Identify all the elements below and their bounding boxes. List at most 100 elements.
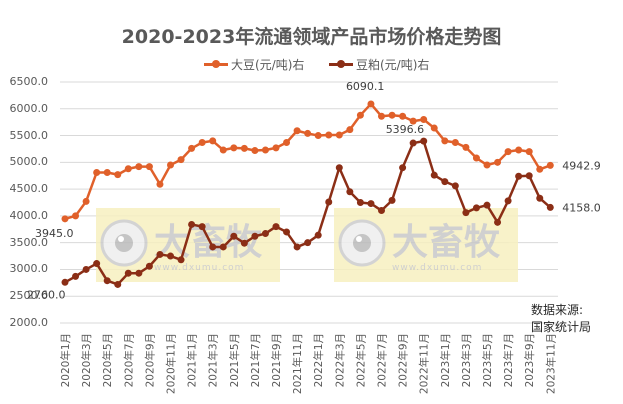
data-point[interactable]: [367, 200, 375, 208]
data-point[interactable]: [72, 272, 80, 280]
data-point[interactable]: [504, 148, 512, 156]
data-point[interactable]: [441, 137, 449, 145]
data-point[interactable]: [293, 127, 301, 135]
data-point[interactable]: [304, 129, 312, 137]
data-point[interactable]: [135, 163, 143, 171]
data-point[interactable]: [230, 144, 238, 152]
data-point[interactable]: [283, 139, 291, 147]
data-point[interactable]: [472, 154, 480, 162]
data-point[interactable]: [409, 139, 417, 147]
data-point[interactable]: [261, 146, 269, 154]
data-point[interactable]: [198, 139, 206, 147]
legend-item-soybean[interactable]: 大豆(元/吨)右: [204, 56, 304, 73]
data-point[interactable]: [156, 250, 164, 258]
data-point[interactable]: [114, 171, 122, 179]
data-point[interactable]: [420, 115, 428, 123]
data-point[interactable]: [261, 230, 269, 238]
data-point[interactable]: [304, 239, 312, 247]
data-point[interactable]: [430, 171, 438, 179]
data-point[interactable]: [209, 137, 217, 145]
data-point[interactable]: [145, 262, 153, 270]
data-point[interactable]: [272, 144, 280, 152]
data-point[interactable]: [515, 172, 523, 180]
data-point[interactable]: [219, 243, 227, 251]
data-point[interactable]: [167, 161, 174, 169]
data-point[interactable]: [378, 112, 385, 120]
data-point[interactable]: [272, 223, 280, 231]
x-tick-label: 2023年9月: [523, 333, 536, 387]
data-point[interactable]: [145, 163, 153, 171]
data-point[interactable]: [451, 139, 459, 147]
data-point[interactable]: [124, 165, 132, 173]
y-tick-label: 6500.0: [9, 75, 49, 88]
y-tick-label: 3000.0: [9, 262, 49, 276]
data-point[interactable]: [494, 158, 502, 166]
data-point[interactable]: [399, 112, 407, 120]
data-point[interactable]: [335, 131, 343, 139]
data-point[interactable]: [314, 132, 322, 140]
data-point[interactable]: [251, 232, 259, 240]
data-point[interactable]: [536, 194, 544, 202]
data-point[interactable]: [103, 277, 111, 285]
data-point[interactable]: [124, 269, 132, 277]
data-point[interactable]: [156, 180, 164, 188]
data-point[interactable]: [483, 201, 491, 209]
data-point[interactable]: [82, 197, 90, 205]
data-point[interactable]: [409, 117, 417, 125]
data-point[interactable]: [504, 197, 512, 205]
data-point[interactable]: [114, 280, 122, 288]
data-point[interactable]: [494, 218, 502, 226]
legend-item-meal[interactable]: 豆粕(元/吨)右: [329, 56, 429, 73]
data-point[interactable]: [230, 232, 238, 240]
data-point[interactable]: [441, 178, 449, 186]
data-point[interactable]: [430, 124, 438, 132]
data-point[interactable]: [451, 182, 459, 190]
data-point[interactable]: [536, 165, 544, 173]
data-point[interactable]: [209, 243, 217, 251]
data-point[interactable]: [525, 172, 533, 180]
data-point[interactable]: [198, 223, 206, 231]
data-point[interactable]: [483, 161, 491, 169]
data-point[interactable]: [462, 143, 470, 151]
data-point[interactable]: [188, 220, 196, 228]
data-label: 4158.0: [562, 201, 601, 214]
data-point[interactable]: [72, 212, 80, 220]
data-point[interactable]: [177, 156, 185, 164]
data-point[interactable]: [240, 239, 248, 247]
data-point[interactable]: [325, 198, 333, 206]
data-point[interactable]: [462, 209, 470, 217]
data-point[interactable]: [546, 203, 554, 211]
data-point[interactable]: [61, 278, 69, 286]
data-point[interactable]: [388, 111, 396, 119]
data-point[interactable]: [515, 146, 523, 154]
data-point[interactable]: [546, 161, 554, 169]
data-point[interactable]: [219, 146, 227, 154]
data-point[interactable]: [356, 111, 364, 119]
data-point[interactable]: [420, 137, 428, 145]
data-point[interactable]: [472, 204, 480, 212]
data-point[interactable]: [251, 147, 259, 155]
data-point[interactable]: [177, 256, 185, 264]
data-point[interactable]: [378, 207, 385, 215]
data-point[interactable]: [346, 126, 354, 134]
data-point[interactable]: [283, 228, 291, 236]
data-point[interactable]: [399, 164, 407, 172]
data-point[interactable]: [388, 196, 396, 204]
data-point[interactable]: [61, 215, 69, 223]
data-point[interactable]: [346, 188, 354, 196]
data-point[interactable]: [93, 260, 101, 268]
data-point[interactable]: [188, 144, 196, 152]
data-point[interactable]: [325, 131, 333, 139]
data-point[interactable]: [240, 144, 248, 152]
data-point[interactable]: [103, 169, 111, 177]
data-point[interactable]: [135, 269, 143, 277]
data-point[interactable]: [82, 265, 90, 273]
data-point[interactable]: [293, 243, 301, 251]
data-point[interactable]: [167, 252, 174, 260]
data-point[interactable]: [335, 164, 343, 172]
data-point[interactable]: [314, 231, 322, 239]
data-point[interactable]: [367, 100, 375, 108]
data-point[interactable]: [525, 148, 533, 156]
data-point[interactable]: [356, 199, 364, 206]
data-point[interactable]: [93, 169, 101, 177]
